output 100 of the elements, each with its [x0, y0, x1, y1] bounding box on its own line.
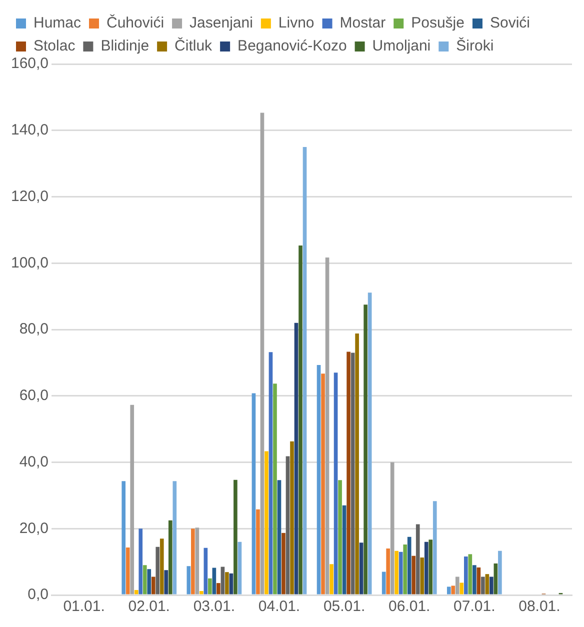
legend-label: Posušje	[411, 14, 464, 32]
bar	[195, 528, 200, 594]
bar	[334, 372, 338, 594]
bar	[225, 572, 229, 594]
bar	[494, 563, 498, 594]
bar	[204, 548, 208, 594]
legend-label: Stolac	[34, 38, 76, 55]
bar	[294, 322, 298, 594]
bar	[359, 542, 364, 594]
bar	[464, 556, 468, 594]
y-tick-label: 40,0	[19, 453, 49, 470]
bar	[156, 546, 160, 594]
bar	[164, 570, 168, 594]
bar	[277, 480, 282, 594]
bar	[364, 304, 368, 594]
bar	[142, 565, 147, 594]
legend-label: Široki	[456, 36, 494, 55]
legend-label: Čuhovići	[106, 14, 164, 32]
bar	[382, 572, 386, 594]
x-tick-label: 05.01.	[323, 598, 366, 616]
legend-label: Humac	[34, 14, 82, 32]
y-tick-label: 140,0	[10, 122, 49, 139]
bar	[490, 576, 494, 594]
bar	[398, 552, 403, 594]
bar	[130, 404, 134, 594]
bar	[455, 576, 460, 594]
x-tick-label: 07.01.	[454, 598, 496, 616]
bar	[286, 456, 290, 594]
bar	[407, 536, 412, 594]
bar	[460, 582, 464, 594]
bar	[273, 384, 277, 594]
bar	[420, 558, 424, 594]
bar	[446, 586, 451, 594]
bar	[403, 544, 408, 594]
bar	[208, 578, 212, 594]
bar	[234, 480, 238, 594]
bar	[134, 590, 138, 594]
bar	[298, 246, 302, 594]
y-tick-label: 160,0	[10, 55, 49, 72]
bar	[412, 556, 416, 594]
x-tick-label: 04.01.	[258, 598, 300, 616]
bar	[368, 292, 372, 594]
bar	[451, 586, 456, 594]
bar	[172, 481, 177, 594]
bar	[191, 528, 195, 594]
bar	[485, 574, 490, 594]
bar	[338, 480, 342, 594]
x-tick-label: 01.01.	[63, 598, 105, 616]
bar	[147, 569, 152, 594]
bar	[468, 554, 472, 594]
bar	[238, 542, 242, 594]
bar	[264, 451, 268, 594]
y-tick-label: 80,0	[19, 320, 49, 338]
bar	[394, 550, 399, 594]
bar	[325, 257, 330, 594]
bar	[212, 568, 216, 594]
bar	[390, 462, 394, 594]
y-tick-label: 20,0	[19, 520, 49, 537]
bar	[424, 542, 428, 594]
y-tick-label: 0,0	[28, 586, 49, 604]
bar	[168, 520, 172, 594]
y-tick-label: 100,0	[10, 254, 49, 272]
bar	[472, 565, 476, 594]
bar	[350, 352, 355, 594]
x-tick-label: 02.01.	[128, 598, 170, 616]
bar	[355, 333, 359, 594]
legend-label: Livno	[278, 14, 314, 32]
bar	[432, 501, 437, 594]
bar	[252, 393, 256, 594]
legend-label: Umoljani	[372, 38, 431, 55]
legend-label: Beganović-Kozo	[238, 38, 347, 55]
bar	[481, 576, 485, 594]
bar	[151, 576, 156, 594]
bar	[268, 352, 273, 594]
bar	[122, 481, 126, 594]
bar	[160, 538, 164, 594]
bar	[256, 509, 260, 594]
bar	[302, 146, 307, 594]
x-tick-label: 06.01.	[388, 598, 430, 616]
bar	[428, 540, 433, 594]
bar	[290, 441, 294, 594]
y-tick-label: 120,0	[10, 188, 49, 205]
legend-label: Blidinje	[100, 38, 150, 55]
bar	[200, 591, 204, 594]
bar	[346, 352, 350, 594]
x-tick-label: 03.01.	[193, 598, 236, 616]
bar	[229, 573, 234, 594]
bar	[476, 567, 481, 594]
bar	[216, 583, 220, 594]
y-tick-label: 60,0	[19, 387, 49, 404]
legend-label: Mostar	[340, 14, 386, 32]
bar	[498, 550, 502, 594]
bar	[138, 528, 143, 594]
bar	[330, 564, 334, 594]
bar	[260, 112, 264, 594]
legend-label: Jasenjani	[190, 14, 253, 32]
bar	[342, 505, 346, 594]
legend-label: Sovići	[490, 14, 530, 32]
bar	[386, 548, 390, 594]
x-tick-label: 08.01.	[518, 598, 560, 616]
